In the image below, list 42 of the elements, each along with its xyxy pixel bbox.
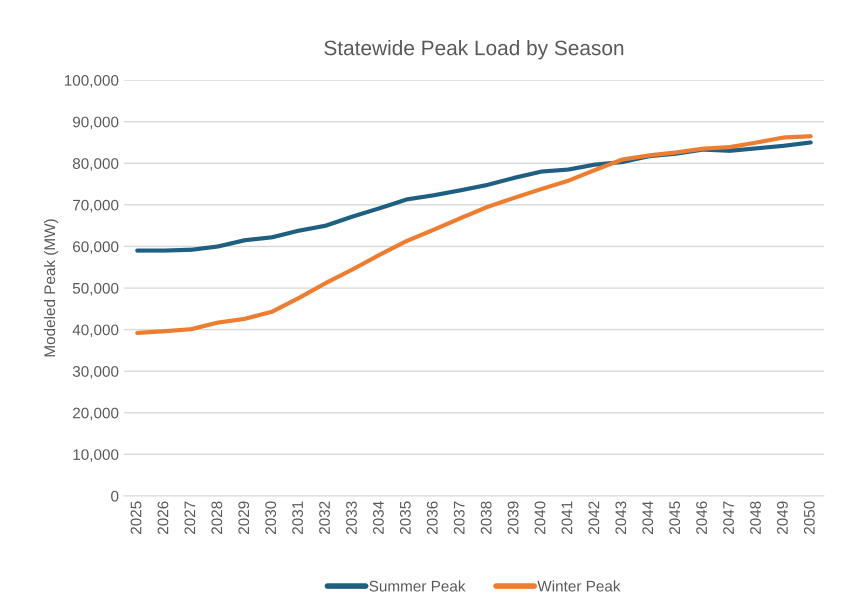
x-tick-label: 2042	[588, 502, 600, 534]
x-tick-label: 2047	[723, 502, 734, 534]
line-series	[135, 134, 813, 336]
y-tick-label: 100,000	[64, 74, 118, 88]
x-tick-label: 2036	[426, 501, 438, 534]
x-tick-label: 2031	[292, 502, 303, 534]
x-tick-label: 2026	[158, 501, 168, 534]
x-tick-label: 2033	[346, 501, 357, 534]
y-tick-label: 30,000	[72, 366, 118, 379]
x-tick-label: 2029	[238, 502, 250, 534]
y-tick-label: 60,000	[73, 241, 118, 254]
chart-title: Statewide Peak Load by Season	[324, 40, 624, 60]
y-tick-label: 40,000	[72, 324, 118, 338]
x-tick-label: 2043	[615, 501, 626, 534]
x-tick-label: 2028	[211, 501, 222, 534]
y-tick-label: 0	[111, 490, 118, 502]
y-tick-label: 20,000	[73, 408, 118, 420]
legend-label: Summer Peak	[369, 580, 466, 592]
x-tick-label: 2035	[400, 501, 411, 534]
x-tick-label: 2025	[130, 501, 142, 534]
x-tick-label: 2034	[372, 501, 384, 534]
y-tick-label: 70,000	[73, 200, 118, 212]
x-tick-label: 2032	[319, 502, 330, 534]
x-tick-label: 2039	[508, 502, 518, 534]
x-tick-label: 2049	[776, 502, 788, 534]
x-tick-label: 2045	[669, 501, 680, 534]
x-tick-label: 2048	[750, 501, 761, 534]
x-tick-label: 2027	[184, 502, 196, 534]
y-tick-label: 80,000	[72, 158, 118, 171]
y-tick-label: 50,000	[72, 282, 118, 296]
x-tick-label: 2044	[642, 501, 654, 534]
x-tick-label: 2050	[804, 501, 815, 534]
legend-label: Winter Peak	[537, 580, 621, 592]
y-tick-label: 10,000	[73, 449, 118, 462]
x-tick-label: 2030	[265, 501, 276, 534]
y-axis-title: Modeled Peak (MW)	[44, 219, 58, 356]
x-tick-label: 2041	[562, 502, 572, 534]
x-tick-label: 2038	[480, 501, 492, 534]
x-tick-label: 2037	[454, 502, 465, 534]
x-tick-label: 2046	[696, 501, 708, 534]
x-tick-label: 2040	[534, 501, 546, 534]
y-tick-label: 90,000	[72, 116, 118, 130]
